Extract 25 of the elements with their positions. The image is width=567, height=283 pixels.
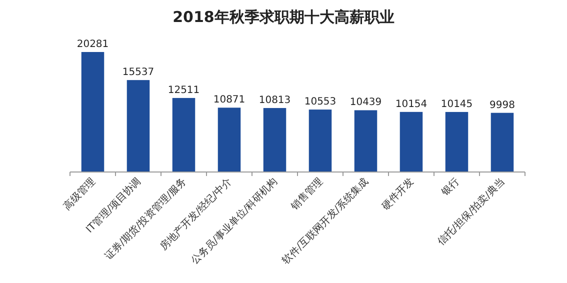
data-label: 15537	[122, 67, 154, 78]
data-label: 10145	[440, 98, 473, 110]
x-tick-label: 银行	[439, 176, 462, 199]
x-tick-label: 高级管理	[61, 176, 98, 212]
x-tick-label: 销售管理	[288, 176, 326, 214]
data-label: 9998	[490, 100, 515, 111]
chart-title: 2018年秋季求职期十大高薪职业	[172, 8, 394, 26]
bar	[126, 80, 150, 172]
bar	[445, 112, 468, 172]
bar	[354, 110, 378, 172]
data-label: 10813	[258, 95, 291, 106]
bar	[490, 112, 514, 172]
data-label: 20281	[76, 39, 109, 50]
bar	[263, 108, 286, 172]
bar	[81, 52, 104, 172]
data-label: 10871	[213, 94, 246, 106]
x-tick-label: 硬件开发	[380, 176, 416, 212]
bar	[400, 112, 423, 172]
data-label: 12511	[168, 84, 200, 96]
data-label: 10553	[304, 96, 336, 108]
bar	[172, 98, 196, 172]
data-label: 10154	[395, 98, 428, 110]
bar	[308, 110, 332, 172]
bar	[218, 108, 241, 172]
data-label: 10439	[350, 97, 382, 108]
